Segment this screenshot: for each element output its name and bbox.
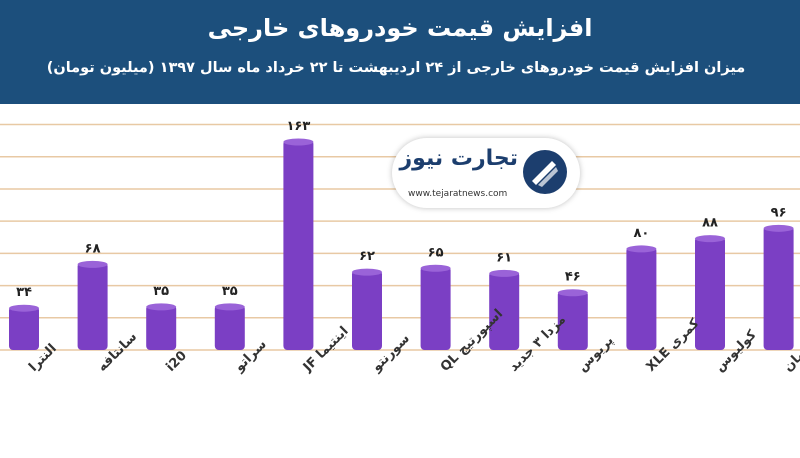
value-label: ۶۲ bbox=[359, 249, 375, 264]
logo-mark-icon bbox=[523, 150, 567, 194]
bar bbox=[420, 266, 451, 350]
bar bbox=[695, 236, 725, 350]
value-label: ۹۶ bbox=[771, 205, 787, 220]
value-label: ۳۵ bbox=[153, 284, 169, 299]
bar-chart: ۳۴ ۶۸ ۳۵ ۳۵ ۱۶۳ ۶۲ ۶۵ ۶۱ ۴۶ ۸۰ ۸۸ ۹۶ النترا سانتافه i… bbox=[0, 119, 800, 376]
value-label: ۶۱ bbox=[496, 250, 512, 265]
bar-top bbox=[763, 224, 794, 232]
chart-subtitle: میزان افزایش قیمت خودروهای خارجی از ۲۴ ا… bbox=[46, 60, 746, 76]
value-label: ۳۴ bbox=[16, 285, 32, 300]
logo-url: www.tejaratnews.com bbox=[408, 189, 508, 199]
category-label: i20 bbox=[163, 348, 190, 375]
bar bbox=[283, 140, 314, 350]
tejarat-news-logo: تجارت نیوز www.tejaratnews.com bbox=[392, 138, 580, 208]
value-label: ۶۸ bbox=[85, 241, 101, 256]
value-label: ۳۵ bbox=[222, 284, 238, 299]
value-label: ۸۰ bbox=[633, 226, 649, 241]
bar bbox=[9, 306, 39, 350]
bar bbox=[352, 270, 382, 350]
bars bbox=[9, 138, 794, 350]
bar-top bbox=[77, 260, 108, 268]
value-label: ۶۵ bbox=[428, 245, 444, 260]
bar bbox=[214, 304, 245, 350]
logo-text: تجارت نیوز bbox=[399, 146, 518, 171]
value-labels: ۳۴ ۶۸ ۳۵ ۳۵ ۱۶۳ ۶۲ ۶۵ ۶۱ ۴۶ ۸۰ ۸۸ ۹۶ bbox=[16, 119, 786, 300]
chart-header: افزایش قیمت خودروهای خارجی میزان افزایش … bbox=[0, 0, 800, 104]
bar-top bbox=[626, 245, 657, 253]
value-label: ۴۶ bbox=[565, 270, 581, 285]
bar bbox=[77, 262, 108, 350]
bar-top bbox=[489, 269, 520, 277]
bar bbox=[626, 246, 657, 350]
bar-top bbox=[214, 303, 245, 311]
bar bbox=[763, 226, 794, 350]
bar-top bbox=[283, 138, 314, 146]
chart-title: افزایش قیمت خودروهای خارجی bbox=[207, 14, 593, 42]
bar-top bbox=[420, 264, 451, 272]
value-label: ۸۸ bbox=[702, 216, 718, 231]
value-label: ۱۶۳ bbox=[286, 119, 310, 134]
bar-top bbox=[557, 289, 588, 297]
bar bbox=[146, 304, 177, 350]
bar-top bbox=[695, 235, 725, 243]
bar-top bbox=[352, 268, 382, 276]
bar bbox=[557, 290, 588, 350]
category-labels: النترا سانتافه i20 سراتو اینتیما JF سورنتو اسپ… bbox=[26, 307, 800, 376]
bar-top bbox=[146, 303, 177, 311]
bar-top bbox=[9, 304, 39, 312]
bar bbox=[489, 271, 520, 350]
